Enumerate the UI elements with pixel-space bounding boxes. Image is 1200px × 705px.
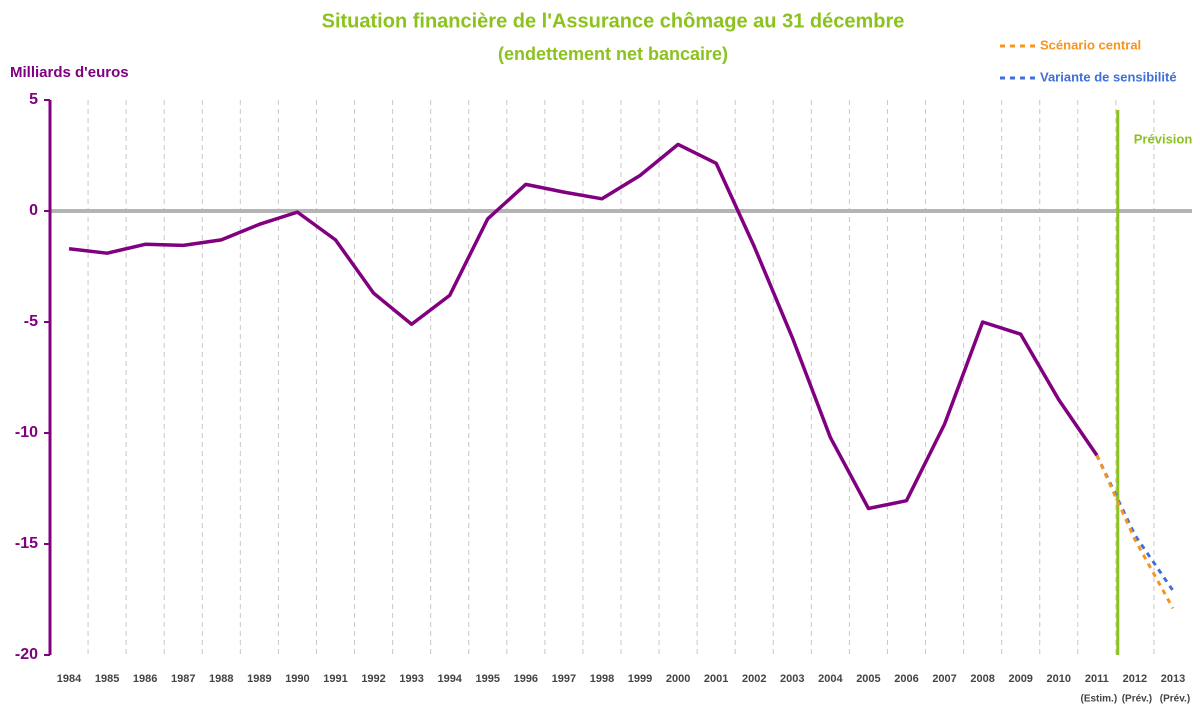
- y-tick-label: 5: [29, 91, 38, 108]
- series-line: [1095, 454, 1175, 610]
- y-tick-label: -5: [24, 313, 38, 330]
- x-tick-label: 2000: [666, 673, 690, 685]
- x-tick-label: 2004: [818, 673, 843, 685]
- y-tick-label: -10: [15, 424, 38, 441]
- x-sublabel: (Estim.): [1080, 694, 1117, 705]
- x-tick-label: 2008: [970, 673, 994, 685]
- x-tick-label: 1989: [247, 673, 271, 685]
- x-tick-label: 1986: [133, 673, 157, 685]
- x-tick-label: 1994: [437, 673, 462, 685]
- x-tick-label: 2013: [1161, 673, 1185, 685]
- x-tick-label: 2009: [1008, 673, 1032, 685]
- legend-label: Variante de sensibilité: [1040, 69, 1177, 84]
- x-tick-label: 2011: [1085, 673, 1109, 685]
- x-sublabel: (Prév.): [1122, 694, 1152, 705]
- x-tick-label: 2001: [704, 673, 728, 685]
- chart-title: Situation financière de l'Assurance chôm…: [322, 10, 905, 32]
- x-tick-label: 1999: [628, 673, 652, 685]
- annotation: Prévision: [1134, 131, 1193, 146]
- x-tick-label: 2010: [1047, 673, 1071, 685]
- x-tick-label: 2006: [894, 673, 918, 685]
- x-tick-label: 1988: [209, 673, 233, 685]
- x-tick-label: 1990: [285, 673, 309, 685]
- x-tick-label: 1984: [57, 673, 82, 685]
- y-tick-label: -15: [15, 535, 38, 552]
- x-tick-label: 1992: [361, 673, 385, 685]
- chart-subtitle: (endettement net bancaire): [498, 44, 728, 64]
- x-tick-label: 1995: [476, 673, 500, 685]
- x-tick-label: 1998: [590, 673, 614, 685]
- x-tick-label: 2002: [742, 673, 766, 685]
- y-axis-label: Milliards d'euros: [10, 64, 129, 81]
- x-sublabel: (Prév.): [1160, 694, 1190, 705]
- x-tick-label: 2007: [932, 673, 956, 685]
- series-line: [1095, 454, 1175, 592]
- x-tick-label: 2005: [856, 673, 880, 685]
- y-tick-label: 0: [29, 202, 38, 219]
- series-line: [68, 142, 1099, 511]
- x-tick-label: 1996: [514, 673, 538, 685]
- x-tick-label: 1997: [552, 673, 576, 685]
- x-tick-label: 1985: [95, 673, 119, 685]
- legend-label: Scénario central: [1040, 37, 1141, 52]
- x-tick-label: 2003: [780, 673, 804, 685]
- x-tick-label: 2012: [1123, 673, 1147, 685]
- y-tick-label: -20: [15, 646, 38, 663]
- x-tick-label: 1993: [399, 673, 423, 685]
- x-tick-label: 1991: [323, 673, 347, 685]
- x-tick-label: 1987: [171, 673, 195, 685]
